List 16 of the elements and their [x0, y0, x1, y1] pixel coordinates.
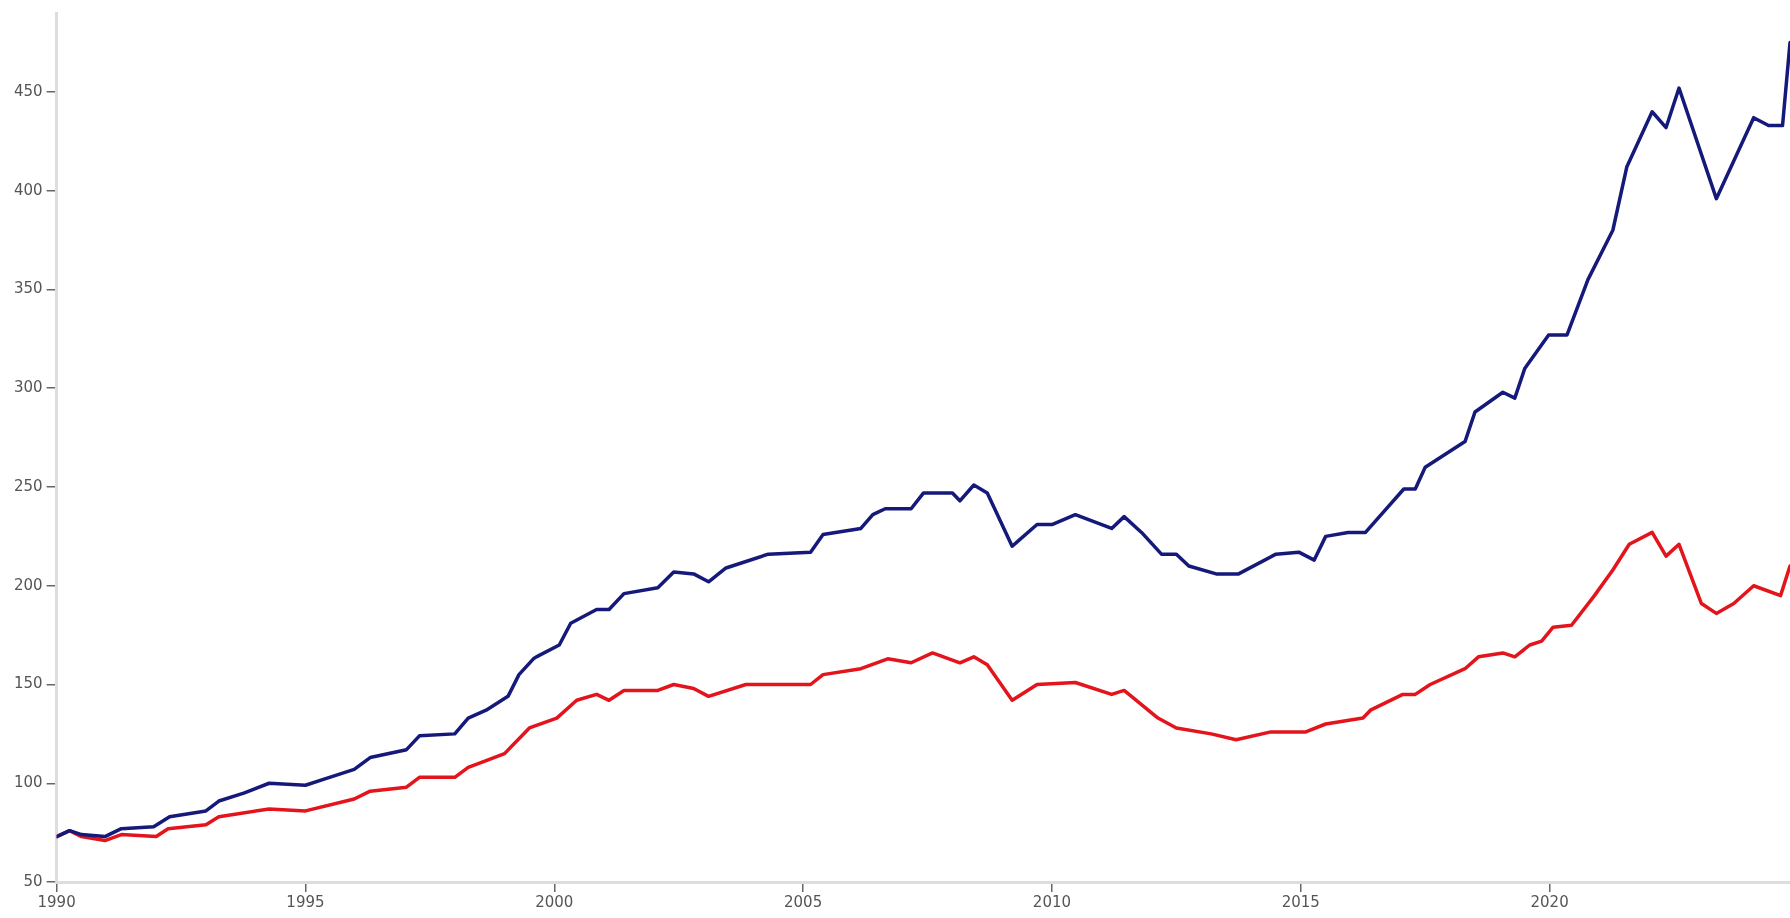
y-tick-label: 200 [13, 575, 43, 594]
y-tick-label: 100 [13, 773, 43, 792]
x-tick-label: 2020 [1530, 892, 1569, 911]
x-tick-label: 2010 [1032, 892, 1072, 911]
x-tick-label: 2015 [1281, 892, 1320, 911]
y-tick-label: 150 [13, 674, 43, 693]
y-tick-label: 250 [13, 476, 43, 495]
y-tick-label: 400 [13, 180, 43, 199]
y-tick-label: 50 [23, 871, 43, 890]
x-tick-label: 1995 [286, 892, 325, 911]
y-tick-label: 450 [13, 81, 43, 100]
x-tick-label: 2000 [535, 892, 574, 911]
y-tick-label: 350 [13, 279, 43, 298]
x-tick-label: 1990 [37, 892, 76, 911]
x-tick-label: 2005 [784, 892, 823, 911]
y-tick-label: 300 [13, 378, 43, 397]
